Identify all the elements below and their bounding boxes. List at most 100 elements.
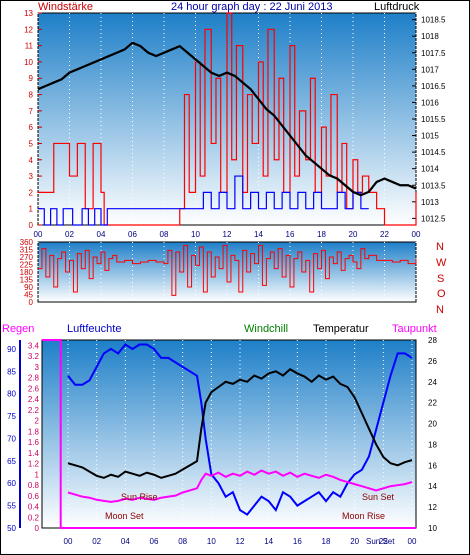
temperature-tick-label: 20 bbox=[428, 420, 437, 429]
wind-speed-tick-label: 0 bbox=[29, 221, 34, 230]
hour-tick-label: 20 bbox=[350, 537, 359, 546]
legend-temperatur: Temperatur bbox=[313, 323, 369, 335]
wind-speed-tick-label: 9 bbox=[29, 74, 34, 83]
temperature-tick-label: 14 bbox=[428, 482, 437, 491]
wind-gust-line bbox=[38, 175, 369, 226]
event-sun-rise: Sun Rise bbox=[121, 492, 158, 502]
hour-tick-label: 06 bbox=[150, 537, 159, 546]
direction-tick-label: 315 bbox=[20, 246, 34, 255]
hour-tick-label: 06 bbox=[128, 230, 137, 239]
pressure-tick-label: 1015.5 bbox=[421, 115, 446, 124]
pressure-tick-label: 1014 bbox=[421, 165, 439, 174]
rain-tick-label: 3.2 bbox=[28, 352, 40, 361]
wind-speed-tick-label: 1 bbox=[29, 205, 34, 214]
pressure-tick-label: 1018.5 bbox=[421, 16, 446, 25]
event-sun-set-axis: Sun Set bbox=[366, 537, 395, 546]
humidity-tick-label: 50 bbox=[7, 524, 16, 533]
rain-tick-label: 2.6 bbox=[28, 384, 40, 393]
direction-tick-label: 135 bbox=[20, 276, 34, 285]
temperature-tick-label: 12 bbox=[428, 503, 437, 512]
hour-tick-label: 00 bbox=[34, 230, 43, 239]
humidity-tick-label: 60 bbox=[7, 479, 16, 488]
temperature-tick-label: 28 bbox=[428, 336, 437, 345]
direction-tick-label: 225 bbox=[20, 261, 34, 270]
wind-speed-tick-label: 6 bbox=[29, 123, 34, 132]
wind-speed-tick-label: 2 bbox=[29, 188, 34, 197]
temperature-tick-label: 26 bbox=[428, 357, 437, 366]
rain-tick-label: 0.6 bbox=[28, 492, 40, 501]
legend-regen: Regen bbox=[2, 323, 34, 335]
rain-tick-label: 0.2 bbox=[28, 513, 40, 522]
wind-speed-line bbox=[38, 12, 417, 226]
humidity-tick-label: 75 bbox=[7, 412, 16, 421]
humidity-tick-label: 80 bbox=[7, 390, 16, 399]
pressure-tick-label: 1016 bbox=[421, 98, 439, 107]
compass-s: S bbox=[437, 273, 444, 285]
rain-line bbox=[42, 339, 416, 529]
hour-tick-label: 18 bbox=[322, 537, 331, 546]
pressure-tick-label: 1017.5 bbox=[421, 49, 446, 58]
dewpoint-line bbox=[67, 469, 413, 503]
legend-luftfeuchte: Luftfeuchte bbox=[67, 323, 121, 335]
compass-n-top: N bbox=[436, 241, 444, 253]
luftdruck-label: Luftdruck bbox=[374, 1, 420, 13]
pressure-tick-label: 1013 bbox=[421, 198, 439, 207]
hour-tick-label: 22 bbox=[380, 230, 389, 239]
rain-tick-label: 0.8 bbox=[28, 481, 40, 490]
rain-tick-label: 2.4 bbox=[28, 395, 40, 404]
pressure-tick-label: 1014.5 bbox=[421, 148, 446, 157]
wind-direction-line bbox=[38, 244, 417, 296]
wind-speed-tick-label: 8 bbox=[29, 91, 34, 100]
hour-tick-label: 04 bbox=[121, 537, 130, 546]
hour-tick-label: 02 bbox=[92, 537, 101, 546]
hour-tick-label: 02 bbox=[65, 230, 74, 239]
hour-tick-label: 12 bbox=[223, 230, 232, 239]
legend-taupunkt: Taupunkt bbox=[392, 323, 437, 335]
rain-tick-label: 1.2 bbox=[28, 460, 40, 469]
hour-tick-label: 10 bbox=[207, 537, 216, 546]
wind-speed-tick-label: 13 bbox=[24, 9, 33, 18]
wind-speed-tick-label: 12 bbox=[24, 25, 33, 34]
hour-tick-label: 20 bbox=[349, 230, 358, 239]
wind-speed-tick-label: 4 bbox=[29, 156, 34, 165]
rain-tick-label: 3 bbox=[35, 363, 40, 372]
hour-tick-label: 08 bbox=[178, 537, 187, 546]
hour-tick-label: 00 bbox=[412, 230, 421, 239]
temperature-tick-label: 18 bbox=[428, 440, 437, 449]
pressure-tick-label: 1013.5 bbox=[421, 181, 446, 190]
windstaerke-label: Windstärke bbox=[38, 1, 93, 13]
temperature-tick-label: 16 bbox=[428, 461, 437, 470]
pressure-tick-label: 1017 bbox=[421, 65, 439, 74]
event-moon-set: Moon Set bbox=[105, 511, 144, 521]
rain-tick-label: 2 bbox=[35, 417, 40, 426]
pressure-tick-label: 1015 bbox=[421, 132, 439, 141]
humidity-tick-label: 70 bbox=[7, 434, 16, 443]
temperature-tick-label: 24 bbox=[428, 378, 437, 387]
hour-tick-label: 12 bbox=[236, 537, 245, 546]
humidity-tick-label: 90 bbox=[7, 345, 16, 354]
pressure-tick-label: 1016.5 bbox=[421, 82, 446, 91]
rain-tick-label: 3.4 bbox=[28, 341, 40, 350]
compass-o: O bbox=[437, 288, 446, 300]
hour-tick-label: 08 bbox=[160, 230, 169, 239]
hour-tick-label: 22 bbox=[379, 537, 388, 546]
hour-tick-label: 00 bbox=[408, 537, 417, 546]
direction-tick-label: 270 bbox=[20, 253, 34, 262]
direction-tick-label: 90 bbox=[24, 283, 33, 292]
hour-tick-label: 10 bbox=[191, 230, 200, 239]
wind-speed-tick-label: 10 bbox=[24, 58, 33, 67]
rain-tick-label: 0 bbox=[35, 524, 40, 533]
wind-speed-tick-label: 7 bbox=[29, 107, 34, 116]
legend-windchill: Windchill bbox=[244, 323, 288, 335]
event-sun-set: Sun Set bbox=[362, 492, 395, 502]
event-moon-rise: Moon Rise bbox=[342, 511, 385, 521]
rain-tick-label: 1.8 bbox=[28, 427, 40, 436]
hour-tick-label: 14 bbox=[254, 230, 263, 239]
rain-tick-label: 1 bbox=[35, 470, 40, 479]
temperature-tick-label: 10 bbox=[428, 524, 437, 533]
rain-tick-label: 1.6 bbox=[28, 438, 40, 447]
